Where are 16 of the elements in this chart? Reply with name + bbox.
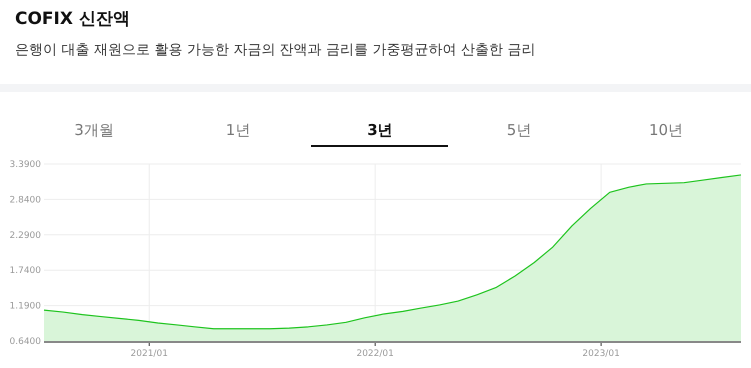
x-tick-label: 2021/01: [130, 349, 168, 359]
x-tick-label: 2022/01: [356, 349, 394, 359]
y-tick-label: 1.7400: [10, 266, 42, 276]
y-tick-label: 1.1900: [10, 302, 42, 312]
x-tick-label: 2023/01: [582, 349, 620, 359]
y-tick-label: 2.8400: [10, 195, 42, 206]
chart-title: COFIX 신잔액: [15, 8, 130, 30]
text: 1년: [226, 121, 250, 140]
text: 3개월: [74, 121, 114, 140]
y-tick-label: 0.6400: [10, 337, 42, 347]
y-tick-label: 3.3900: [10, 160, 42, 170]
text: 10년: [648, 121, 684, 140]
chart-subtitle: 은행이 대출 재원으로 활용 가능한 자금의 잔액과 금리를 가중평균하여 산출한 금리: [15, 41, 536, 59]
text: 5년: [506, 121, 532, 140]
text: 3년: [367, 121, 393, 140]
y-tick-label: 2.2900: [10, 230, 42, 241]
